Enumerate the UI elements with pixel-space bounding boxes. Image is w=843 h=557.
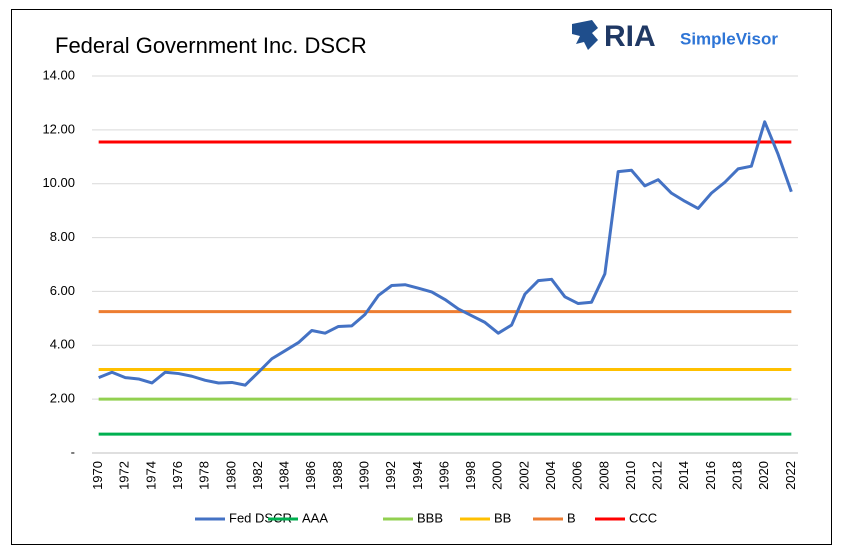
y-tick-label: 2.00 bbox=[50, 391, 75, 406]
line-series bbox=[98, 120, 793, 387]
y-tick-label: - bbox=[71, 444, 75, 459]
logo: RIA SimpleVisor bbox=[572, 20, 778, 53]
x-tick-label: 1976 bbox=[170, 461, 185, 490]
y-tick-label: 14.00 bbox=[42, 67, 75, 82]
frame bbox=[11, 9, 832, 545]
x-tick-label: 2014 bbox=[676, 461, 691, 490]
legend-label: AAA bbox=[302, 510, 328, 525]
x-tick-label: 2022 bbox=[783, 461, 798, 490]
logo-ria: RIA bbox=[604, 20, 656, 53]
x-tick-label: 2016 bbox=[703, 461, 718, 490]
x-tick-label: 1982 bbox=[250, 461, 265, 490]
x-tick-label: 2012 bbox=[650, 461, 665, 490]
x-tick-label: 2010 bbox=[623, 461, 638, 490]
x-tick-label: 1972 bbox=[117, 461, 132, 490]
x-tick-label: 1990 bbox=[357, 461, 372, 490]
x-tick-label: 2018 bbox=[729, 461, 744, 490]
y-tick-label: 4.00 bbox=[50, 337, 75, 352]
y-tick-label: 6.00 bbox=[50, 283, 75, 298]
chart-title: Federal Government Inc. DSCR bbox=[55, 33, 367, 58]
legend-label: Fed DSCR bbox=[229, 510, 292, 525]
x-tick-label: 2020 bbox=[756, 461, 771, 490]
x-tick-label: 1978 bbox=[197, 461, 212, 490]
x-tick-label: 1980 bbox=[223, 461, 238, 490]
x-tick-label: 1992 bbox=[383, 461, 398, 490]
logo-icon bbox=[572, 20, 598, 50]
x-tick-label: 2000 bbox=[490, 461, 505, 490]
x-tick-label: 1984 bbox=[277, 461, 292, 490]
x-tick-label: 1986 bbox=[303, 461, 318, 490]
y-tick-label: 10.00 bbox=[42, 175, 75, 190]
logo-name: SimpleVisor bbox=[680, 29, 778, 48]
y-tick-label: 12.00 bbox=[42, 121, 75, 136]
x-tick-label: 1994 bbox=[410, 461, 425, 490]
x-tick-label: 2004 bbox=[543, 461, 558, 490]
x-tick-label: 2002 bbox=[516, 461, 531, 490]
legend-label: CCC bbox=[629, 510, 657, 525]
x-tick-label: 1974 bbox=[143, 461, 158, 490]
legend-label: BBB bbox=[417, 510, 443, 525]
x-tick-label: 1998 bbox=[463, 461, 478, 490]
x-tick-label: 1988 bbox=[330, 461, 345, 490]
legend-label: B bbox=[567, 510, 576, 525]
y-tick-label: 8.00 bbox=[50, 229, 75, 244]
x-tick-label: 1970 bbox=[90, 461, 105, 490]
legend-label: BB bbox=[494, 510, 511, 525]
x-tick-label: 2008 bbox=[596, 461, 611, 490]
x-tick-label: 1996 bbox=[436, 461, 451, 490]
x-tick-label: 2006 bbox=[570, 461, 585, 490]
